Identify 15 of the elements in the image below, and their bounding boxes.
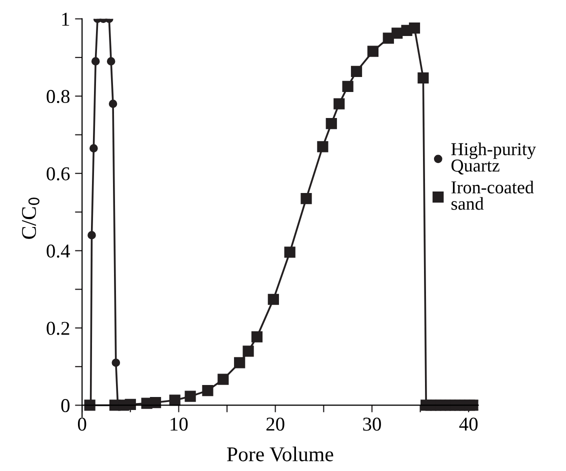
y-axis-title: C/C$_{0}$ <box>22 198 40 239</box>
x-tick-label: 30 <box>363 418 381 431</box>
y-tick-label: 0.8 <box>46 90 70 104</box>
y-tick-label: 0.2 <box>46 322 70 335</box>
y-tick-label: 0 <box>61 399 70 412</box>
y-tick-label: 0.6 <box>46 167 70 180</box>
y-tick-label: 1 <box>62 12 70 26</box>
x-tick-label: 0 <box>78 418 86 431</box>
legend-label: High-purity Quartz <box>451 142 536 174</box>
x-axis-title: Pore Volume <box>227 446 334 462</box>
x-tick-label: 10 <box>170 418 188 431</box>
legend-label: Iron-coated sand <box>451 180 534 210</box>
x-tick-label: 20 <box>266 418 284 431</box>
y-tick-label: 0.4 <box>46 244 70 258</box>
x-tick-label: 40 <box>459 418 478 431</box>
